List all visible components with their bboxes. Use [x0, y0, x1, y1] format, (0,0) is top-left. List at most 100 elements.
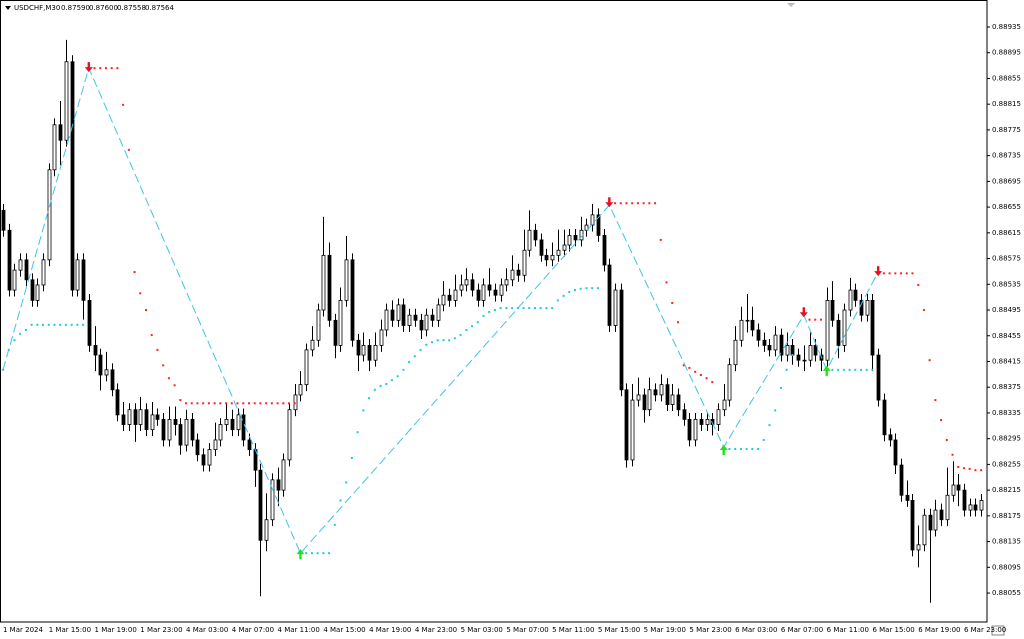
candle-body	[384, 309, 389, 331]
candle-body	[424, 314, 429, 331]
candle-body	[882, 399, 887, 436]
trail-dot	[928, 359, 931, 362]
candle-body	[636, 394, 641, 401]
trail-dot	[408, 361, 411, 364]
trail-dot	[842, 368, 845, 371]
candle-body	[276, 479, 281, 491]
trail-dot	[173, 384, 176, 387]
trail-dot	[150, 334, 153, 337]
candle-body	[350, 259, 355, 341]
candle-body	[653, 389, 658, 396]
candle-body	[951, 484, 956, 496]
candle-body	[567, 235, 572, 246]
candle-body	[779, 334, 784, 356]
x-tick-label: 4 Mar 11:00	[278, 626, 320, 634]
candle-body	[35, 284, 40, 301]
scale-fix-button[interactable]	[991, 625, 1005, 636]
trail-dot	[36, 323, 39, 326]
candle-body	[727, 364, 732, 401]
x-tick-label: 6 Mar 07:00	[781, 626, 823, 634]
candle-body	[916, 544, 921, 551]
trail-dot	[814, 318, 817, 321]
trail-dot	[442, 339, 445, 342]
trail-dot	[539, 307, 542, 310]
candle-body	[876, 354, 881, 401]
candle-body	[613, 289, 618, 326]
candle-body	[12, 269, 17, 291]
plot-frame	[0, 0, 988, 623]
trail-dot	[888, 272, 891, 275]
trail-dot	[396, 375, 399, 378]
trail-dot	[980, 469, 983, 472]
trail-dot	[968, 467, 971, 470]
candle-body	[853, 289, 858, 301]
candle-body	[630, 399, 635, 461]
trail-dot	[808, 318, 811, 321]
candle-body	[127, 409, 132, 425]
candle-body	[110, 369, 115, 391]
chart-title: USDCHF,M30	[14, 4, 60, 12]
y-tick-label: 0.88095	[992, 563, 1021, 571]
candle-body	[459, 284, 464, 291]
trail-dot	[688, 366, 691, 369]
trail-dot	[894, 272, 897, 275]
candle-body	[270, 479, 275, 521]
trail-dot	[974, 469, 977, 472]
candle-body	[888, 434, 893, 441]
candle-body	[945, 494, 950, 521]
quote-close: 0.87564	[145, 4, 174, 12]
candle-body	[201, 454, 206, 466]
trail-dot	[19, 332, 22, 335]
candle-body	[493, 289, 498, 296]
trail-dot	[316, 552, 319, 555]
quote-high: 0.87600	[89, 4, 118, 12]
candle-body	[236, 414, 241, 431]
trail-dot	[185, 402, 188, 405]
candle-body	[590, 214, 595, 226]
trail-dot	[379, 384, 382, 387]
candle-body	[41, 259, 46, 286]
candle-body	[527, 229, 532, 251]
candle-body	[510, 269, 515, 281]
candle-body	[264, 519, 269, 541]
trail-dot	[322, 552, 325, 555]
trail-dot	[905, 272, 908, 275]
candle-body	[470, 279, 475, 291]
signal-arrow	[605, 197, 614, 208]
trail-dot	[940, 419, 943, 422]
candle-body	[115, 389, 120, 416]
candle-body	[430, 314, 435, 321]
x-tick-label: 6 Mar 03:00	[735, 626, 777, 634]
trail-dot	[579, 287, 582, 290]
candle-body	[487, 284, 492, 291]
candle-body	[258, 469, 263, 541]
trail-dot	[488, 310, 491, 313]
trail-dot	[556, 299, 559, 302]
candle-body	[481, 284, 486, 301]
trail-dot	[270, 402, 273, 405]
candle-body	[962, 489, 967, 511]
candle-body	[419, 319, 424, 331]
trail-dot	[962, 467, 965, 470]
trail-dot	[511, 307, 514, 310]
trail-dot	[574, 289, 576, 292]
candle-body	[705, 418, 710, 425]
trail-dot	[636, 202, 639, 205]
trail-dot	[619, 202, 622, 205]
candle-body	[413, 314, 418, 321]
y-tick-label: 0.88135	[992, 538, 1021, 546]
trail-dot	[533, 307, 536, 310]
candle-body	[785, 345, 790, 356]
trail-dot	[368, 397, 371, 400]
candle-body	[93, 345, 98, 356]
y-tick-label: 0.88855	[992, 74, 1021, 82]
candle-body	[121, 414, 126, 425]
x-tick-label: 5 Mar 19:00	[644, 626, 686, 634]
candle-body	[373, 345, 378, 361]
x-tick-label: 6 Mar 23:00	[964, 626, 1006, 634]
trail-dot	[499, 307, 502, 310]
trail-dot	[465, 328, 468, 331]
menu-triangle[interactable]	[5, 6, 11, 10]
trail-dot	[242, 402, 245, 405]
trail-dot	[116, 67, 119, 70]
